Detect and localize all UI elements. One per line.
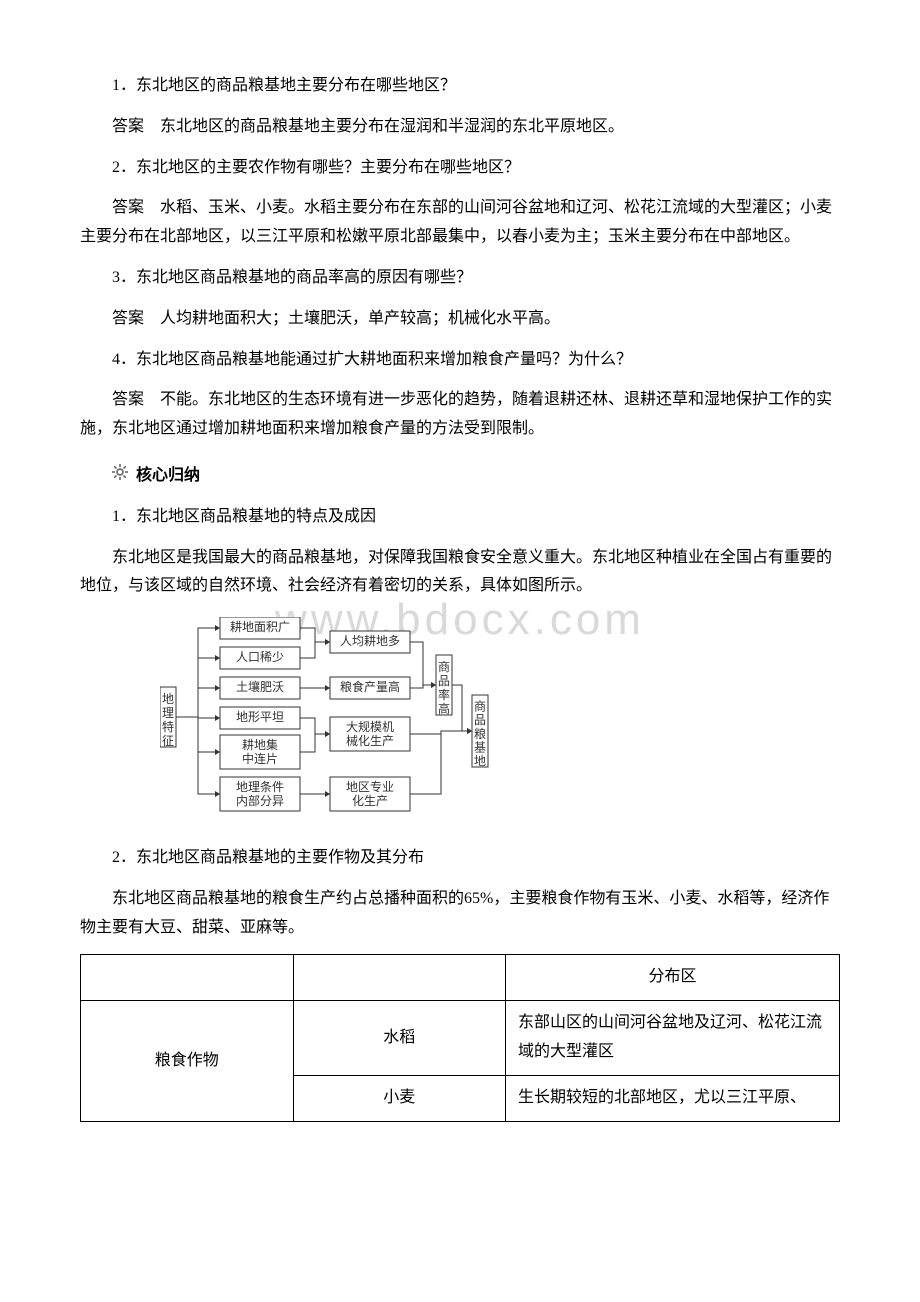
svg-text:耕地面积广: 耕地面积广 (230, 619, 290, 634)
svg-text:化生产: 化生产 (352, 794, 388, 808)
table-row: 粮食作物 水稻 东部山区的山间河谷盆地及辽河、松花江流域的大型灌区 (81, 1001, 840, 1076)
svg-text:大规模机: 大规模机 (346, 719, 394, 734)
svg-text:商: 商 (438, 659, 450, 674)
svg-text:品: 品 (438, 674, 450, 688)
topic2-heading: 2．东北地区商品粮基地的主要作物及其分布 (80, 844, 840, 873)
table-cell: 水稻 (293, 1001, 506, 1076)
document-content: 1．东北地区的商品粮基地主要分布在哪些地区？ 答案 东北地区的商品粮基地主要分布… (80, 72, 840, 1122)
topic1-heading: 1．东北地区商品粮基地的特点及成因 (80, 503, 840, 532)
svg-text:人口稀少: 人口稀少 (236, 650, 284, 664)
answer-2: 答案 水稻、玉米、小麦。水稻主要分布在东部的山间河谷盆地和辽河、松花江流域的大型… (80, 194, 840, 252)
svg-text:商: 商 (474, 699, 486, 714)
svg-text:特: 特 (162, 719, 174, 734)
table-cell: 东部山区的山间河谷盆地及辽河、松花江流域的大型灌区 (506, 1001, 840, 1076)
topic1-body: 东北地区是我国最大的商品粮基地，对保障我国粮食安全意义重大。东北地区种植业在全国… (80, 544, 840, 602)
table-cell (81, 955, 294, 1001)
svg-text:人均耕地多: 人均耕地多 (340, 633, 400, 648)
section-label: 核心归纳 (136, 467, 200, 484)
svg-text:基: 基 (474, 741, 486, 755)
flowchart-diagram: 地理特征耕地面积广人口稀少土壤肥沃地形平坦耕地集中连片地理条件内部分异人均耕地多… (160, 617, 840, 828)
svg-text:粮: 粮 (474, 726, 486, 741)
table-cell: 粮食作物 (81, 1001, 294, 1121)
table-row: 分布区 (81, 955, 840, 1001)
question-3: 3．东北地区商品粮基地的商品率高的原因有哪些？ (80, 264, 840, 293)
svg-text:地: 地 (474, 754, 486, 768)
svg-text:粮食产量高: 粮食产量高 (340, 679, 400, 694)
answer-3: 答案 人均耕地面积大；土壤肥沃，单产较高；机械化水平高。 (80, 305, 840, 334)
svg-text:地: 地 (162, 692, 174, 706)
svg-text:中连片: 中连片 (242, 751, 278, 766)
svg-text:率: 率 (438, 687, 450, 702)
gear-icon (112, 462, 128, 491)
answer-1: 答案 东北地区的商品粮基地主要分布在湿润和半湿润的东北平原地区。 (80, 113, 840, 142)
table-cell: 生长期较短的北部地区，尤以三江平原、 (506, 1075, 840, 1121)
svg-text:地理条件: 地理条件 (236, 780, 284, 794)
svg-text:征: 征 (162, 734, 174, 748)
table-header-cell: 分布区 (506, 955, 840, 1001)
question-1: 1．东北地区的商品粮基地主要分布在哪些地区？ (80, 72, 840, 101)
answer-4: 答案 不能。东北地区的生态环境有进一步恶化的趋势，随着退耕还林、退耕还草和湿地保… (80, 386, 840, 444)
svg-text:高: 高 (438, 701, 450, 716)
question-4: 4．东北地区商品粮基地能通过扩大耕地面积来增加粮食产量吗？为什么？ (80, 346, 840, 375)
section-header: 核心归纳 (112, 462, 840, 491)
svg-text:地形平坦: 地形平坦 (236, 710, 284, 724)
svg-text:耕地集: 耕地集 (242, 737, 278, 752)
table-cell: 小麦 (293, 1075, 506, 1121)
svg-text:内部分异: 内部分异 (236, 793, 284, 808)
svg-text:械化生产: 械化生产 (346, 733, 394, 748)
svg-text:地区专业: 地区专业 (346, 779, 394, 794)
distribution-table: 分布区 粮食作物 水稻 东部山区的山间河谷盆地及辽河、松花江流域的大型灌区 小麦… (80, 954, 840, 1121)
svg-text:理: 理 (162, 706, 174, 720)
question-2: 2．东北地区的主要农作物有哪些？主要分布在哪些地区？ (80, 154, 840, 183)
topic2-body: 东北地区商品粮基地的粮食生产约占总播种面积的65%，主要粮食作物有玉米、小麦、水… (80, 885, 840, 943)
svg-text:品: 品 (474, 713, 486, 727)
svg-text:土壤肥沃: 土壤肥沃 (236, 679, 284, 694)
table-cell (293, 955, 506, 1001)
